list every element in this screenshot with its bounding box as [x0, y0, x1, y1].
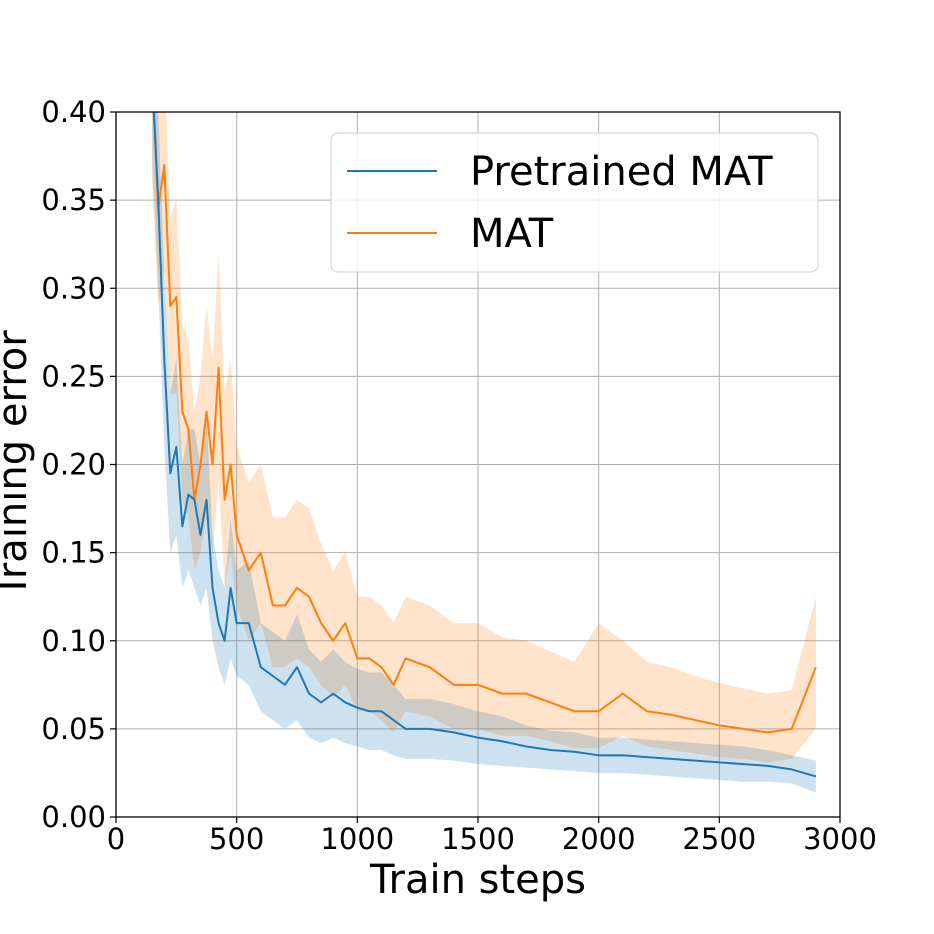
x-tick-label: 0: [107, 822, 125, 856]
x-tick-label: 2500: [682, 822, 756, 856]
confidence-bands: [152, 112, 816, 793]
x-tick-label: 1000: [320, 822, 394, 856]
x-tick-label: 2000: [562, 822, 636, 856]
series-lines: [152, 112, 817, 778]
y-tick-label: 0.20: [41, 448, 106, 482]
legend: Pretrained MAT MAT: [330, 132, 819, 273]
x-axis-title: Train steps: [369, 857, 586, 903]
y-tick-label: 0.30: [41, 271, 106, 305]
x-tick-label: 500: [209, 822, 264, 856]
y-tick-label: 0.15: [41, 536, 106, 570]
band-mat: [152, 112, 816, 763]
y-axis-title: Training error: [0, 330, 36, 599]
axis-ticks: 0 500 1000 1500 2000 2500 3000 0.00 0.05 0.10 0.15…: [41, 95, 876, 856]
y-tick-label: 0.10: [41, 624, 106, 658]
legend-box: [330, 132, 819, 273]
y-tick-label: 0.35: [41, 183, 106, 217]
line-mat: [152, 112, 817, 734]
y-tick-label: 0.25: [41, 359, 106, 393]
y-tick-label: 0.05: [41, 712, 106, 746]
legend-label-mat: MAT: [470, 211, 554, 257]
line-pretrained-mat: [152, 112, 817, 778]
x-tick-label: 1500: [441, 822, 515, 856]
legend-label-pretrained-mat: Pretrained MAT: [470, 149, 773, 195]
y-tick-label: 0.00: [41, 800, 106, 834]
x-tick-label: 3000: [803, 822, 877, 856]
y-tick-label: 0.40: [41, 95, 106, 129]
